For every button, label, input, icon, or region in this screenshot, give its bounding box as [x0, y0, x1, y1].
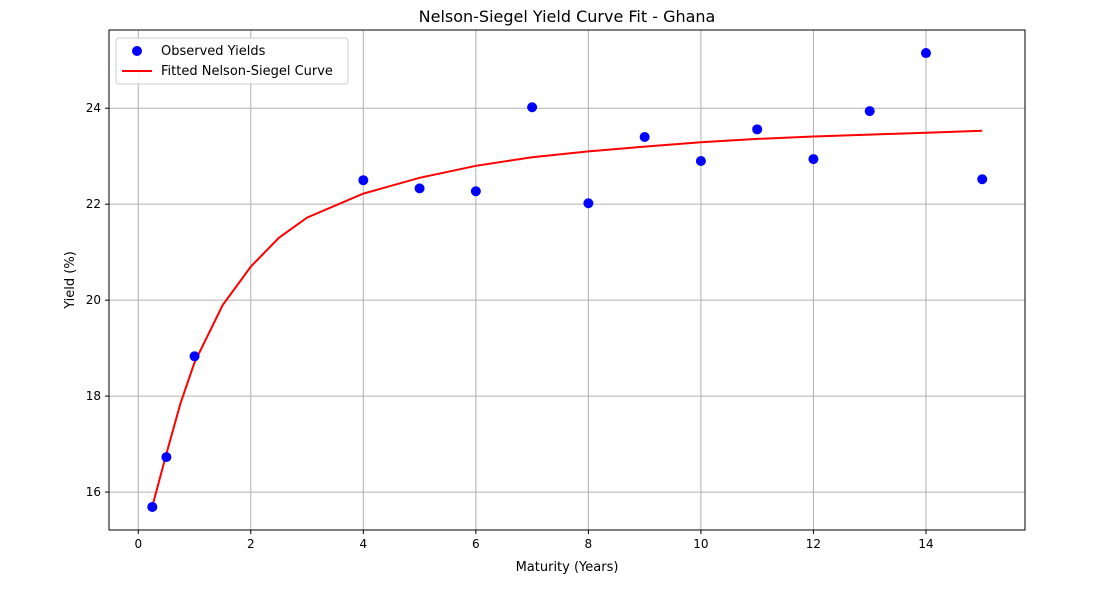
chart-title: Nelson-Siegel Yield Curve Fit - Ghana — [419, 7, 716, 26]
y-tick-label: 16 — [86, 485, 101, 499]
observed-point — [695, 155, 706, 166]
x-tick-label: 10 — [693, 537, 708, 551]
x-tick-label: 6 — [472, 537, 480, 551]
observed-point — [639, 132, 650, 143]
legend-label-fitted: Fitted Nelson-Siegel Curve — [161, 64, 333, 79]
plot-frame — [108, 29, 1026, 531]
y-tick-label: 22 — [86, 197, 101, 211]
observed-point — [808, 154, 819, 165]
legend-box — [115, 37, 349, 85]
observed-point — [470, 186, 481, 197]
observed-point — [161, 452, 172, 463]
grid — [109, 30, 1025, 530]
observed-point — [977, 174, 988, 185]
x-tick-label: 4 — [359, 537, 367, 551]
x-tick-label: 2 — [247, 537, 255, 551]
observed-point — [864, 106, 875, 117]
observed-point — [583, 198, 594, 209]
y-axis-label: Yield (%) — [63, 251, 78, 310]
observed-points — [147, 48, 988, 512]
observed-point — [527, 102, 538, 113]
y-tick-label: 24 — [86, 101, 101, 115]
x-tick-label: 8 — [585, 537, 593, 551]
observed-point — [358, 175, 369, 186]
observed-point — [189, 351, 200, 362]
observed-point — [147, 501, 158, 512]
x-axis-ticks: 0 2 4 6 8 10 12 14 — [134, 530, 934, 551]
y-axis-ticks: 16 18 20 22 24 — [86, 101, 109, 499]
fitted-curve-line — [151, 129, 983, 507]
legend-marker-observed — [132, 46, 142, 56]
legend-label-observed: Observed Yields — [161, 44, 266, 59]
x-tick-label: 14 — [918, 537, 933, 551]
x-tick-label: 0 — [134, 537, 142, 551]
observed-point — [920, 48, 931, 59]
observed-point — [414, 183, 425, 194]
observed-point — [752, 124, 763, 135]
x-axis-label: Maturity (Years) — [516, 560, 619, 575]
y-tick-label: 18 — [86, 389, 101, 403]
y-tick-label: 20 — [86, 293, 101, 307]
legend: Observed Yields Fitted Nelson-Siegel Cur… — [115, 37, 349, 85]
x-tick-label: 12 — [806, 537, 821, 551]
